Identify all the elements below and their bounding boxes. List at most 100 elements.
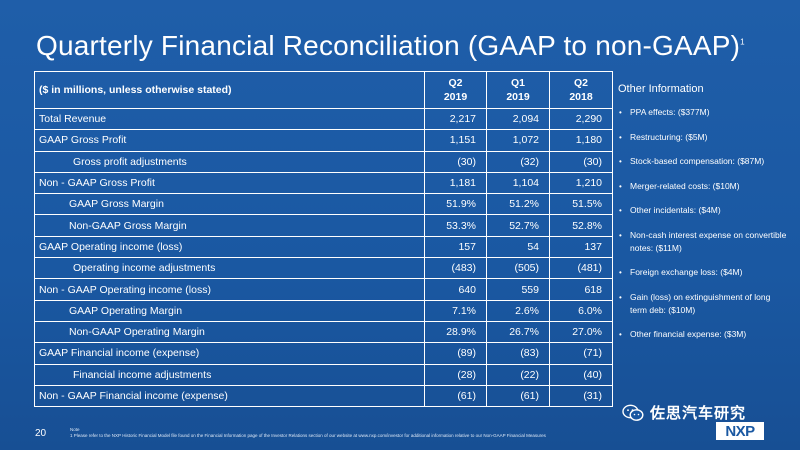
list-item: Stock-based compensation: ($87M) <box>618 155 788 168</box>
row-value: 157 <box>424 235 487 259</box>
other-information-panel: Other Information PPA effects: ($377M) R… <box>618 83 788 353</box>
table-row: Non-GAAP Operating Margin 28.9% 26.7% 27… <box>34 320 613 344</box>
column-quarter: Q1 <box>510 77 525 89</box>
list-item: Other financial expense: ($3M) <box>618 328 788 341</box>
row-value: 1,072 <box>486 129 550 152</box>
row-value: (28) <box>424 363 487 386</box>
title-footnote-marker: 1 <box>740 37 745 47</box>
row-value: (481) <box>549 257 613 280</box>
row-value: 54 <box>486 235 550 259</box>
column-header-q2-2019: Q2 2019 <box>424 71 487 109</box>
row-value: 1,180 <box>549 129 613 152</box>
row-label: GAAP Financial income (expense) <box>34 342 425 365</box>
column-year: 2018 <box>569 91 593 103</box>
row-value: 53.3% <box>424 214 487 237</box>
table-row: Financial income adjustments (28) (22) (… <box>34 363 613 386</box>
table-row: GAAP Gross Margin 51.9% 51.2% 51.5% <box>34 193 613 216</box>
other-information-list: PPA effects: ($377M) Restructuring: ($5M… <box>618 106 788 341</box>
row-label: Gross profit adjustments <box>34 150 425 173</box>
table-row: GAAP Gross Profit 1,151 1,072 1,180 <box>34 129 613 152</box>
page-number: 20 <box>35 428 47 439</box>
row-value: 51.2% <box>486 193 550 216</box>
table-row: GAAP Financial income (expense) (89) (83… <box>34 342 613 365</box>
footnote: Note 1 Please refer to the NXP Historic … <box>70 427 630 439</box>
row-label: GAAP Gross Profit <box>34 129 425 152</box>
row-value: 559 <box>486 278 550 301</box>
row-value: 1,104 <box>486 171 550 195</box>
table-row: Non - GAAP Financial income (expense) (6… <box>34 384 613 408</box>
nxp-logo: NXP <box>716 422 764 440</box>
row-value: 26.7% <box>486 320 550 344</box>
row-label: Non-GAAP Operating Margin <box>34 320 425 344</box>
table-row: Total Revenue 2,217 2,094 2,290 <box>34 107 613 131</box>
row-label: Non - GAAP Financial income (expense) <box>34 384 425 408</box>
table-row: GAAP Operating income (loss) 157 54 137 <box>34 235 613 259</box>
footnote-label: Note <box>70 427 80 432</box>
row-value: 6.0% <box>549 299 613 322</box>
row-value: (71) <box>549 342 613 365</box>
row-value: 1,151 <box>424 129 487 152</box>
row-value: 1,181 <box>424 171 487 195</box>
row-value: 52.8% <box>549 214 613 237</box>
row-label: Financial income adjustments <box>34 363 425 386</box>
reconciliation-table: ($ in millions, unless otherwise stated)… <box>34 71 613 408</box>
row-value: (83) <box>486 342 550 365</box>
row-value: 7.1% <box>424 299 487 322</box>
row-value: 28.9% <box>424 320 487 344</box>
table-row: Non-GAAP Gross Margin 53.3% 52.7% 52.8% <box>34 214 613 237</box>
row-label: GAAP Operating income (loss) <box>34 235 425 259</box>
list-item: Foreign exchange loss: ($4M) <box>618 266 788 279</box>
column-header-q1-2019: Q1 2019 <box>486 71 550 109</box>
column-header-q2-2018: Q2 2018 <box>549 71 613 109</box>
column-year: 2019 <box>443 91 468 103</box>
row-value: (40) <box>549 363 613 386</box>
table-header-label: ($ in millions, unless otherwise stated) <box>34 71 425 109</box>
row-value: 618 <box>549 278 613 301</box>
row-value: 2.6% <box>486 299 550 322</box>
row-label: Non - GAAP Gross Profit <box>34 171 425 195</box>
list-item: Other incidentals: ($4M) <box>618 204 788 217</box>
table-row: Non - GAAP Gross Profit 1,181 1,104 1,21… <box>34 171 613 195</box>
row-value: 2,094 <box>486 107 550 131</box>
slide-title-text: Quarterly Financial Reconciliation (GAAP… <box>36 30 741 61</box>
row-value: 2,290 <box>549 107 613 131</box>
column-quarter: Q2 <box>573 77 588 89</box>
row-label: Non - GAAP Operating income (loss) <box>34 278 425 301</box>
row-value: 2,217 <box>424 107 487 131</box>
other-information-heading: Other Information <box>618 83 704 95</box>
table-row: Non - GAAP Operating income (loss) 640 5… <box>34 278 613 301</box>
row-value: (22) <box>486 363 550 386</box>
wechat-icon <box>622 404 644 421</box>
row-label: Non-GAAP Gross Margin <box>34 214 425 237</box>
row-value: 51.9% <box>424 193 487 216</box>
row-value: (30) <box>424 150 487 173</box>
row-value: (61) <box>424 384 487 408</box>
list-item: Restructuring: ($5M) <box>618 131 788 144</box>
row-label: GAAP Gross Margin <box>34 193 425 216</box>
row-label: GAAP Operating Margin <box>34 299 425 322</box>
row-value: (505) <box>486 257 550 280</box>
list-item: PPA effects: ($377M) <box>618 106 788 119</box>
watermark: 佐思汽车研究 <box>622 402 746 423</box>
table-row: Gross profit adjustments (30) (32) (30) <box>34 150 613 173</box>
row-value: 52.7% <box>486 214 550 237</box>
row-value: 51.5% <box>549 193 613 216</box>
row-value: (32) <box>486 150 550 173</box>
row-value: (483) <box>424 257 487 280</box>
table-header-row: ($ in millions, unless otherwise stated)… <box>34 71 613 109</box>
row-value: (31) <box>549 384 613 408</box>
footnote-text: 1 Please refer to the NXP Historic Finan… <box>70 433 546 438</box>
row-value: (89) <box>424 342 487 365</box>
row-value: 27.0% <box>549 320 613 344</box>
watermark-text: 佐思汽车研究 <box>650 405 747 422</box>
table-row: Operating income adjustments (483) (505)… <box>34 257 613 280</box>
row-value: 640 <box>424 278 487 301</box>
column-quarter: Q2 <box>448 77 463 89</box>
row-value: (61) <box>486 384 550 408</box>
row-label: Total Revenue <box>34 107 425 131</box>
list-item: Non-cash interest expense on convertible… <box>618 229 788 255</box>
row-label: Operating income adjustments <box>34 257 425 280</box>
column-year: 2019 <box>506 91 530 103</box>
row-value: (30) <box>549 150 613 173</box>
row-value: 1,210 <box>549 171 613 195</box>
